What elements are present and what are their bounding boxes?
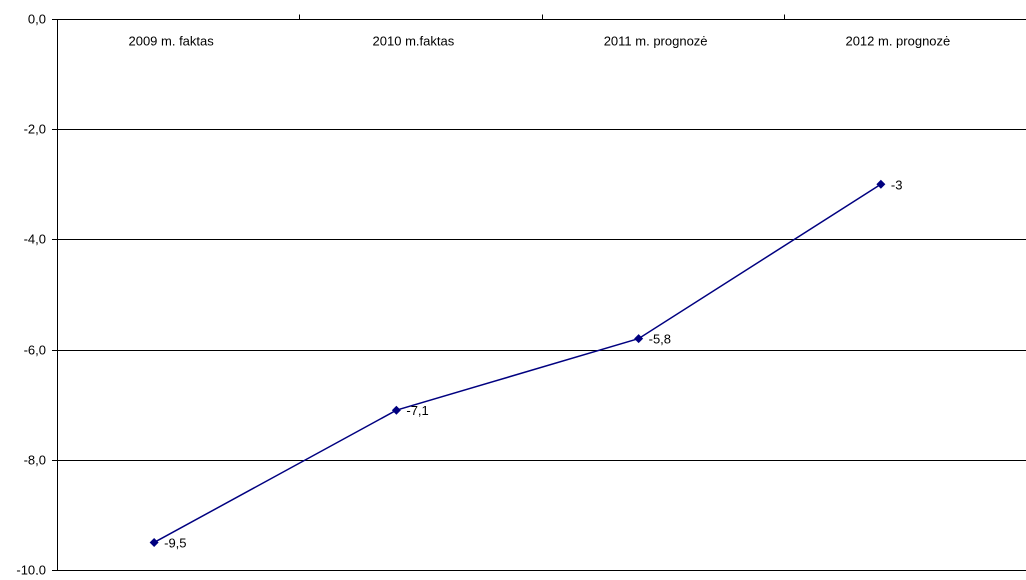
- y-tick-label: -6,0: [24, 343, 46, 358]
- y-tick-labels: 0,0 -2,0 -4,0 -6,0 -8,0 -10,0: [16, 12, 46, 578]
- data-label: -3: [891, 177, 903, 192]
- data-label: -5,8: [649, 332, 671, 347]
- series-line: [153, 183, 882, 544]
- data-point-marker: [876, 179, 886, 189]
- x-tick-label: 2009 m. faktas: [128, 34, 214, 49]
- y-tick-label: 0,0: [28, 12, 46, 27]
- data-label: -7,1: [406, 403, 428, 418]
- y-tick-label: -10,0: [16, 563, 46, 576]
- data-label: -9,5: [164, 535, 186, 550]
- x-tick-labels: 2009 m. faktas 2010 m.faktas 2011 m. progn…: [128, 34, 950, 49]
- series: [149, 179, 886, 547]
- y-tick-label: -2,0: [24, 122, 46, 137]
- data-labels: -9,5 -7,1 -5,8 -3: [164, 177, 902, 550]
- data-point-marker: [391, 405, 401, 415]
- gridlines: [57, 129, 1026, 571]
- x-tick-label: 2010 m.faktas: [373, 34, 455, 49]
- y-tick-label: -8,0: [24, 453, 46, 468]
- data-point-marker: [634, 334, 644, 344]
- y-tick-label: -4,0: [24, 232, 46, 247]
- axes: [52, 14, 1026, 571]
- data-point-marker: [149, 537, 159, 547]
- x-tick-label: 2012 m. prognozė: [845, 34, 950, 49]
- x-tick-label: 2011 m. prognozė: [604, 34, 708, 49]
